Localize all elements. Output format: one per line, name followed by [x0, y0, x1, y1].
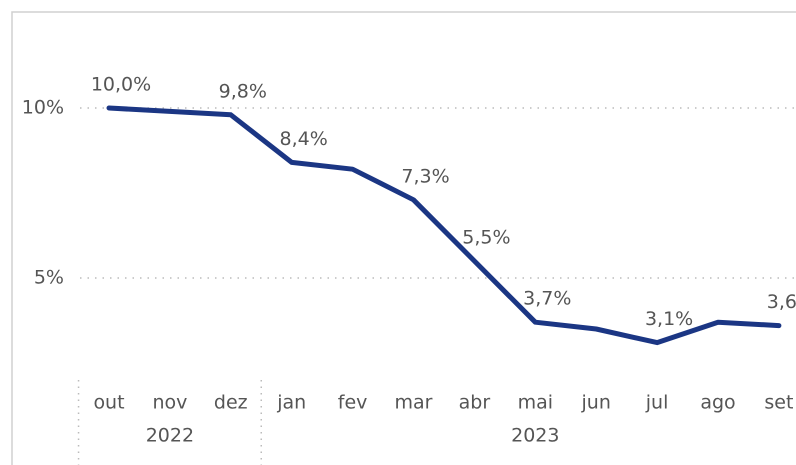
line [106, 105, 782, 346]
x-tick-label: nov [152, 392, 187, 414]
x-tick-label: jun [581, 392, 611, 414]
frame [11, 11, 796, 465]
x-tick-label: ago [700, 392, 735, 414]
x-tick-label: jul [645, 392, 669, 414]
data-label: 3,7% [523, 288, 571, 310]
data-label: 3,6% [767, 291, 796, 313]
data-label: 9,8% [219, 80, 267, 102]
data-label: 10,0% [91, 74, 151, 96]
x-tick-label: mar [395, 392, 433, 414]
year-label: 2022 [146, 425, 194, 447]
x-tick-label: out [93, 392, 124, 414]
y-tick-label: 10% [22, 97, 64, 119]
x-tick-label: set [764, 392, 793, 414]
x-tick-label: mai [518, 392, 553, 414]
data-label: 5,5% [462, 227, 510, 249]
year-label: 2023 [511, 425, 559, 447]
data-label: 8,4% [280, 128, 328, 150]
x-tick-label: fev [338, 392, 368, 414]
data-label: 7,3% [401, 165, 449, 187]
y-tick-label: 5% [34, 267, 64, 289]
data-label: 3,1% [645, 308, 693, 330]
x-tick-label: dez [214, 392, 248, 414]
x-tick-label: jan [276, 392, 306, 414]
x-tick-label: abr [459, 392, 491, 414]
